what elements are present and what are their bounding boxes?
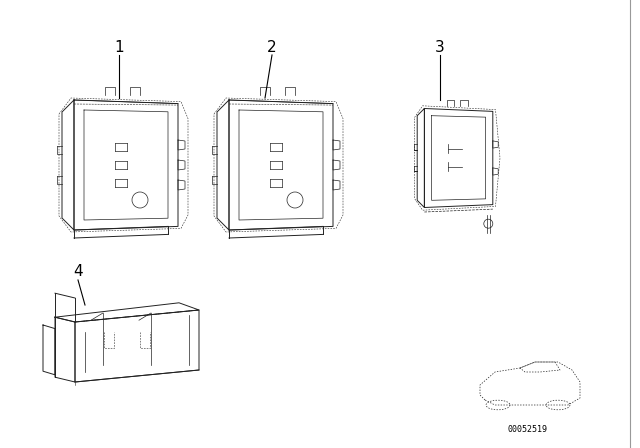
- Text: 3: 3: [435, 39, 445, 55]
- Text: 1: 1: [114, 39, 124, 55]
- Text: 2: 2: [267, 39, 277, 55]
- Text: 00052519: 00052519: [507, 426, 547, 435]
- Text: 4: 4: [73, 264, 83, 280]
